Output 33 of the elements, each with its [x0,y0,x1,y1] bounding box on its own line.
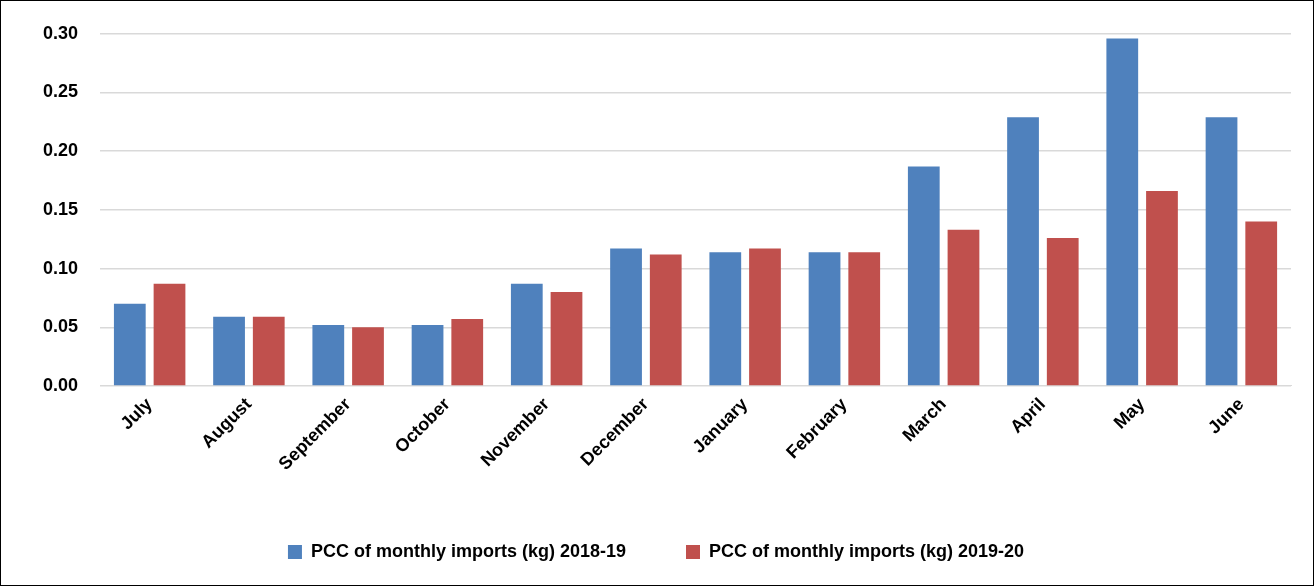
y-tick-label: 0.30 [42,22,79,43]
bar [1007,117,1039,386]
bar [1245,221,1278,386]
y-tick-label: 0.25 [42,81,79,102]
bar [213,316,245,386]
bar [947,229,980,386]
y-tick-label: 0.20 [42,140,79,161]
legend-label: PCC of monthly imports (kg) 2018-19 [310,540,627,561]
bar [1046,238,1079,386]
y-tick-label: 0.00 [42,374,79,395]
bar [352,327,384,386]
bar [649,254,682,386]
bar [848,252,881,386]
bar [550,292,583,386]
bar [451,319,484,386]
y-tick-label: 0.05 [42,316,79,337]
bar [1146,191,1178,386]
bar [510,283,543,386]
bar [907,166,940,386]
bar [252,316,285,386]
bar [1205,117,1238,386]
bar [312,324,345,386]
bar [153,283,186,386]
bar [1106,38,1139,386]
bar [749,248,781,386]
bar [808,252,841,386]
legend-label: PCC of monthly imports (kg) 2019-20 [709,540,1025,561]
bar [610,248,642,386]
y-tick-label: 0.10 [42,257,79,278]
y-tick-label: 0.15 [42,198,79,219]
bar [113,303,146,386]
bar [411,324,444,386]
bar [709,252,742,386]
